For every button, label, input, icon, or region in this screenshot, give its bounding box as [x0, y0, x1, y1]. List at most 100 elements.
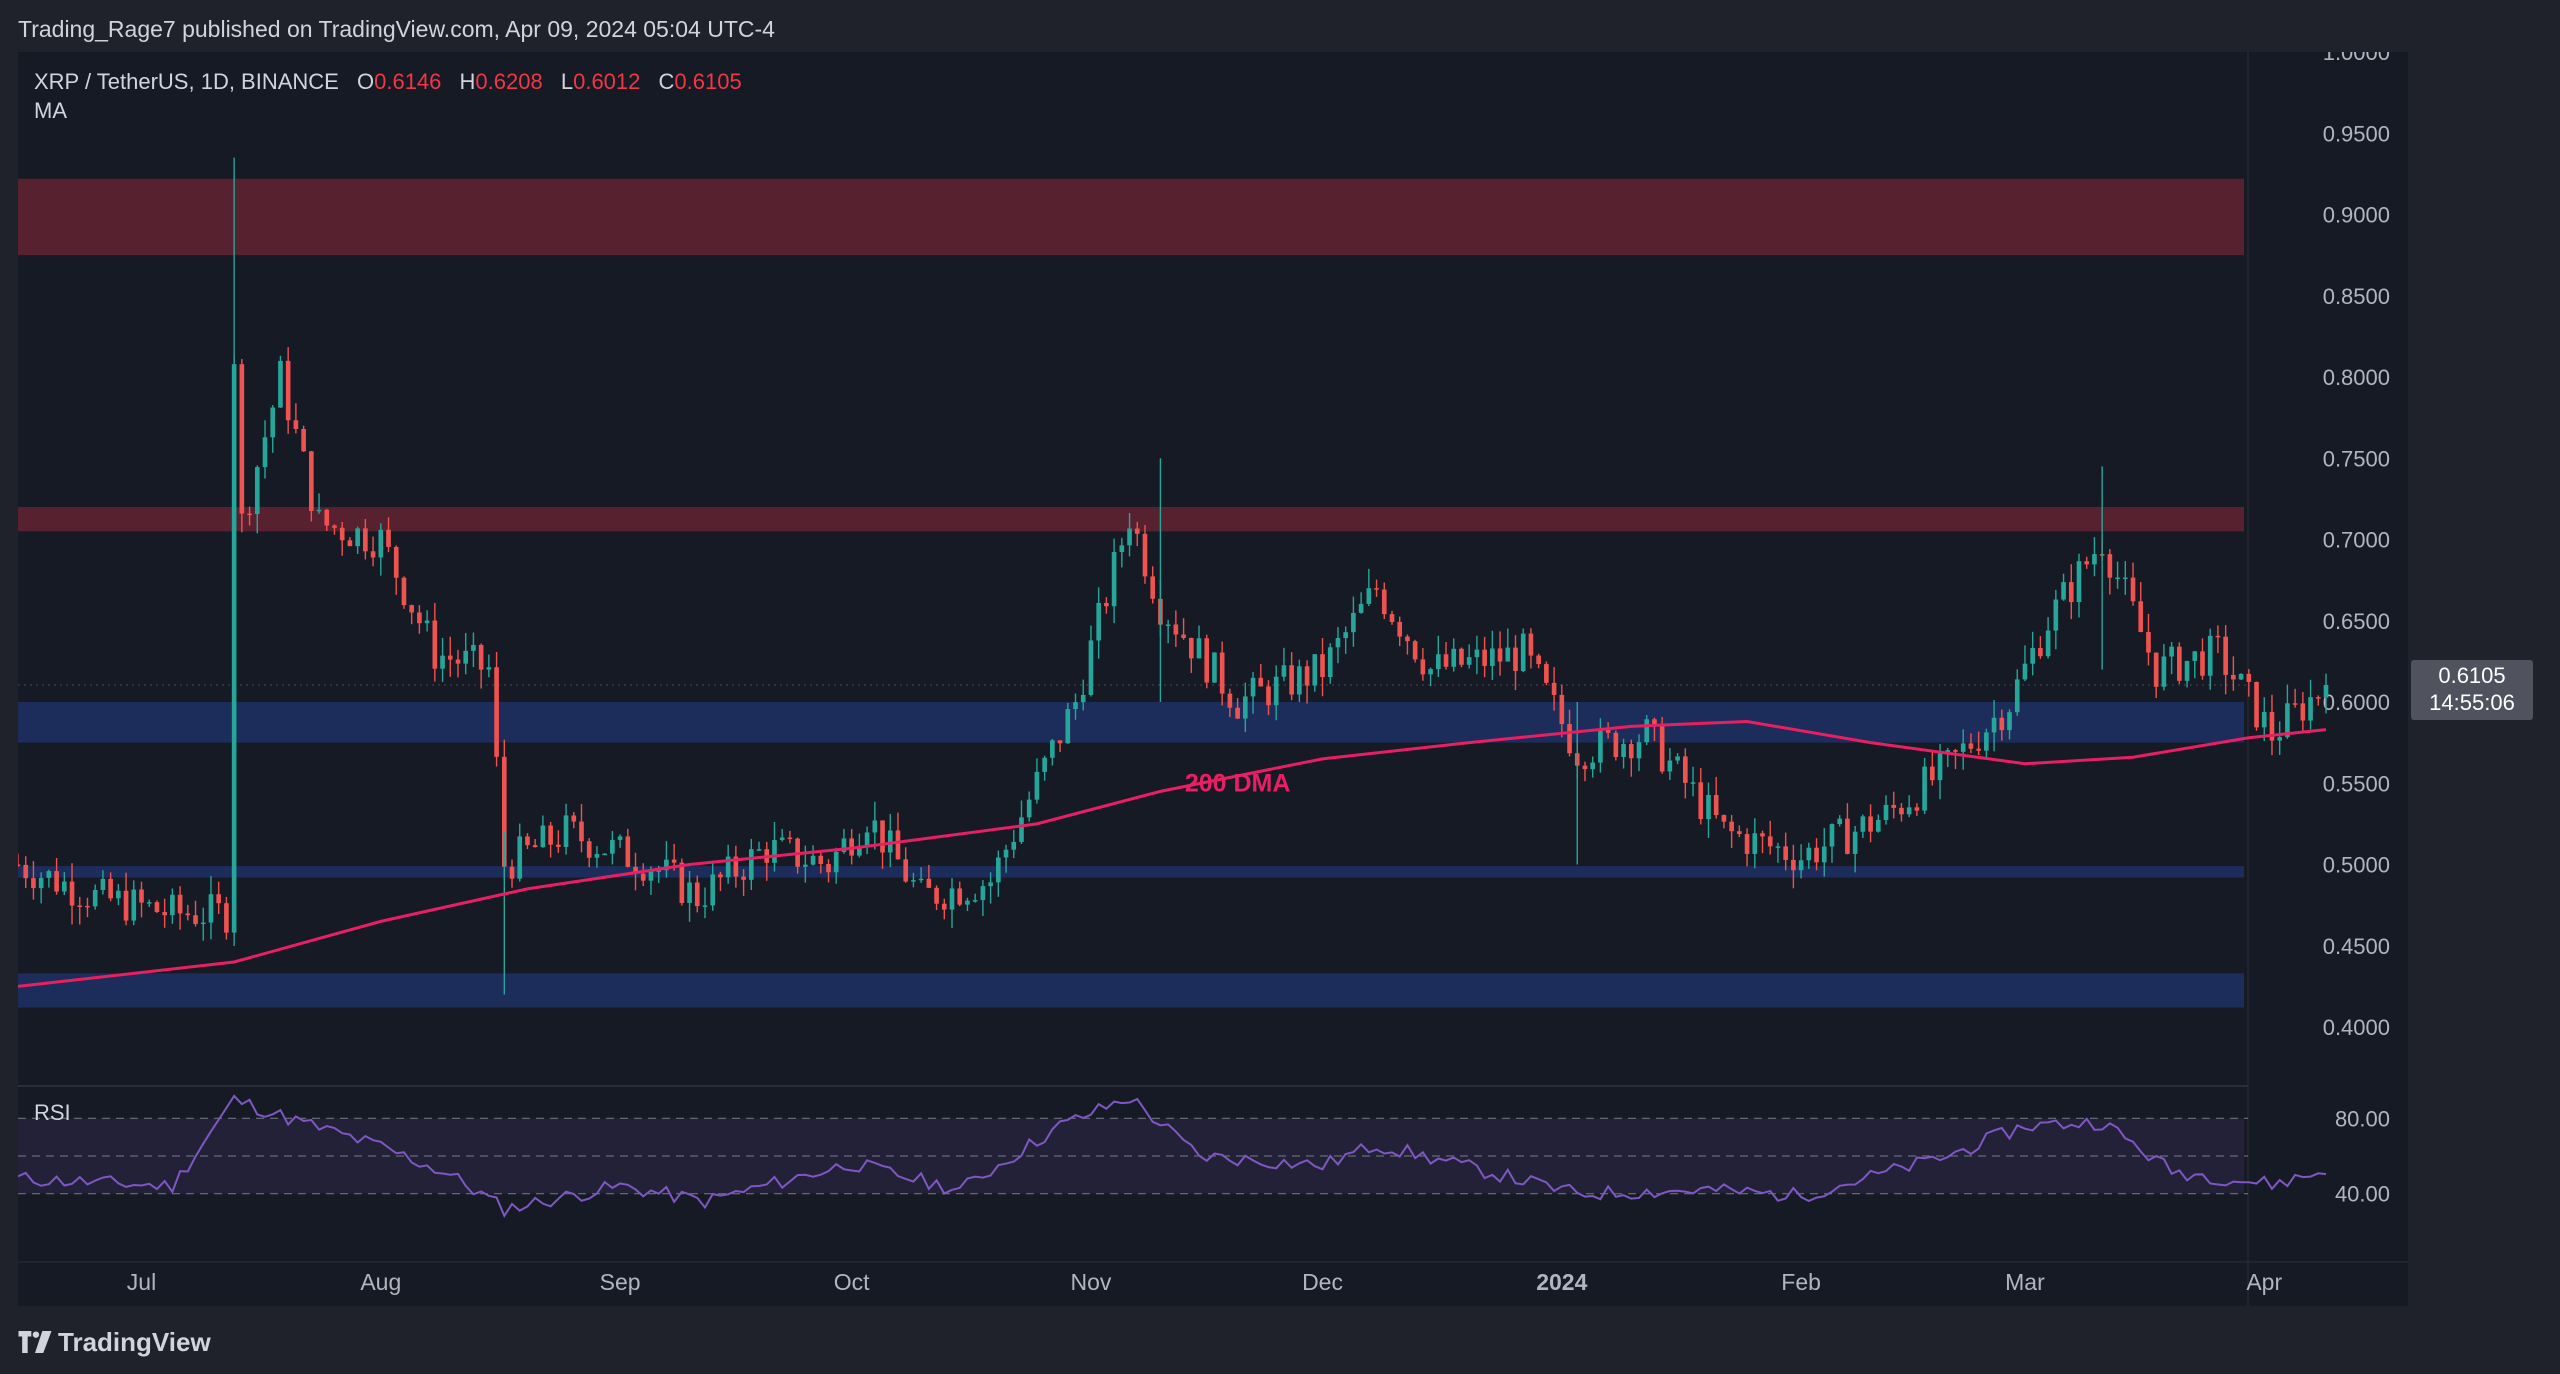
candle-body: [1513, 647, 1518, 672]
candle-body: [254, 467, 260, 515]
candle-body: [1204, 638, 1210, 683]
candle-body: [1605, 729, 1611, 733]
candle-body: [1127, 528, 1132, 546]
candle-body: [1088, 640, 1094, 695]
candle-body: [648, 870, 654, 881]
candle-body: [1968, 743, 1974, 749]
candle-body: [1451, 648, 1457, 667]
candle-body: [2014, 679, 2020, 713]
price-tick-label: 0.7500: [2323, 446, 2390, 471]
time-tick-label: Apr: [2246, 1269, 2282, 1295]
candle-body: [1737, 831, 1742, 835]
candle-body: [1667, 760, 1673, 772]
candle-body: [532, 845, 538, 848]
high-value: 0.6208: [475, 69, 543, 94]
candle-body: [494, 667, 499, 757]
candle-body: [1891, 804, 1897, 808]
price-chart[interactable]: 1.0000 0.9500 0.9000 0.8500 0.8000 0.7500 0.70…: [18, 52, 2408, 1306]
candle-body: [239, 364, 245, 514]
candle-body: [1482, 649, 1487, 666]
candle-body: [2084, 561, 2090, 565]
price-tick-label: 0.9000: [2323, 203, 2390, 228]
candle-body: [2076, 561, 2082, 603]
candle-body: [355, 528, 360, 547]
rsi-label[interactable]: RSI: [34, 1100, 71, 1125]
candle-body: [200, 922, 206, 925]
candle-body: [1497, 648, 1503, 662]
candle-body: [1065, 709, 1071, 744]
candle-body: [1875, 819, 1881, 832]
candle-body: [1490, 648, 1495, 666]
candle-body: [1196, 638, 1202, 659]
price-tick-label: 0.7000: [2323, 528, 2390, 553]
candle-body: [1930, 766, 1935, 781]
price-tick-label: 0.4500: [2323, 934, 2390, 959]
candle-body: [1420, 659, 1426, 675]
tradingview-logo[interactable]: TradingView: [18, 1324, 211, 1360]
candle-body: [2254, 681, 2259, 728]
candle-body: [1760, 833, 1765, 837]
candle-body: [1984, 732, 1989, 751]
candle-body: [1142, 533, 1148, 577]
candle-body: [826, 863, 831, 873]
candle-body: [1767, 836, 1773, 847]
candle-body: [988, 882, 993, 887]
candle-body: [1713, 795, 1719, 816]
candle-body: [1590, 762, 1596, 770]
candle-body: [1752, 833, 1758, 854]
candle-body: [1011, 841, 1017, 850]
candle-body: [316, 509, 322, 512]
candle-body: [1343, 632, 1348, 639]
candle-body: [1389, 614, 1395, 622]
price-tick-label: 0.8500: [2323, 284, 2390, 309]
candle-body: [447, 655, 453, 660]
candle-body: [2053, 599, 2059, 631]
candle-body: [671, 859, 677, 863]
candle-body: [617, 836, 623, 840]
price-tick-label: 1.0000: [2323, 52, 2390, 65]
support-zone-2: [18, 702, 2244, 743]
candle-body: [972, 900, 978, 902]
candle-body: [2045, 630, 2051, 657]
candle-body: [1104, 602, 1109, 607]
candle-body: [162, 912, 167, 916]
candle-body: [1906, 807, 1912, 815]
candle-body: [1520, 633, 1526, 672]
candle-body: [640, 873, 646, 881]
candle-body: [108, 878, 113, 899]
candle-body: [2308, 697, 2313, 721]
candle-body: [1783, 846, 1788, 860]
candle-body: [525, 836, 530, 846]
candle-body: [208, 894, 214, 923]
candle-body: [247, 513, 252, 516]
candle-body: [556, 844, 561, 847]
candle-body: [586, 841, 592, 858]
chart-area[interactable]: 1.0000 0.9500 0.9000 0.8500 0.8000 0.7500 0.70…: [18, 52, 2408, 1306]
candle-body: [370, 551, 376, 558]
candle-body: [347, 540, 353, 547]
tradingview-icon: [18, 1331, 52, 1353]
candle-body: [324, 509, 330, 526]
candle-body: [1567, 724, 1572, 754]
footer-brand: TradingView: [58, 1326, 211, 1357]
candle-body: [756, 849, 762, 851]
candle-body: [1636, 742, 1642, 759]
candle-body: [1899, 807, 1904, 815]
candle-body: [1019, 817, 1024, 842]
candle-body: [1798, 860, 1804, 871]
candle-body: [1034, 771, 1040, 800]
time-tick-label: Jul: [127, 1269, 156, 1295]
candle-body: [625, 836, 631, 867]
candle-body: [23, 864, 29, 879]
candle-body: [2207, 635, 2213, 676]
candle-body: [579, 821, 584, 842]
time-tick-label: Nov: [1070, 1269, 1111, 1295]
candle-body: [748, 849, 754, 880]
symbol-name: XRP / TetherUS, 1D, BINANCE: [34, 69, 339, 94]
candle-body: [1397, 621, 1403, 637]
candle-body: [540, 825, 546, 848]
resistance-zone-1: [18, 507, 2244, 532]
candle-body: [2061, 582, 2066, 600]
ma-legend[interactable]: MA: [34, 98, 67, 123]
candle-body: [278, 360, 283, 408]
